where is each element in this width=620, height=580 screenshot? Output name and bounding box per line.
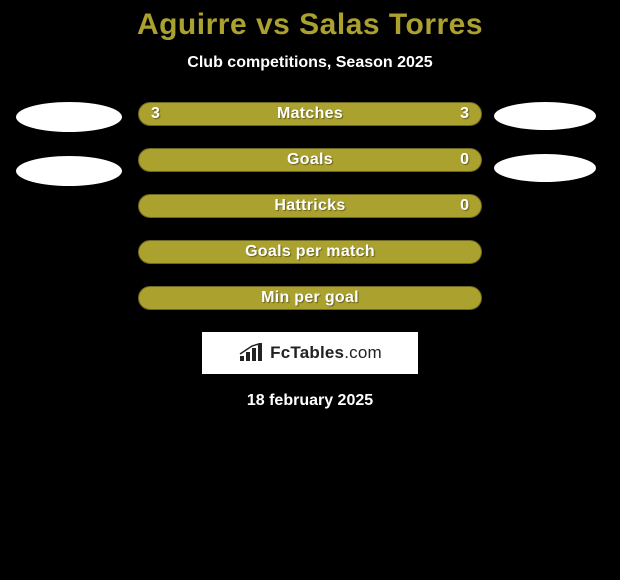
stat-bars: 3 Matches 3 Goals 0 Hattricks 0 Goals pe… [138,102,482,310]
bar-chart-icon [238,343,264,363]
stat-right-value: 3 [460,105,469,123]
player-placeholder [16,102,122,132]
stat-bar-goals-per-match: Goals per match [138,240,482,264]
page-title: Aguirre vs Salas Torres [0,8,620,42]
attribution-badge[interactable]: FcTables.com [202,332,418,374]
stat-bar-goals: Goals 0 [138,148,482,172]
player-right-column [494,102,604,182]
comparison-area: 3 Matches 3 Goals 0 Hattricks 0 Goals pe… [0,102,620,310]
date-line: 18 february 2025 [0,392,620,410]
stat-label: Hattricks [274,197,345,215]
player-placeholder [494,102,596,130]
attribution-area: FcTables.com [0,332,620,374]
stats-comparison-widget: Aguirre vs Salas Torres Club competition… [0,0,620,580]
player-left-column [16,102,126,186]
stat-label: Min per goal [261,289,359,307]
stat-left-value: 3 [151,105,160,123]
page-subtitle: Club competitions, Season 2025 [0,54,620,72]
player-placeholder [494,154,596,182]
stat-right-value: 0 [460,197,469,215]
stat-label: Goals [287,151,333,169]
stat-bar-min-per-goal: Min per goal [138,286,482,310]
stat-right-value: 0 [460,151,469,169]
attribution-name: FcTables [270,343,344,362]
stat-bar-hattricks: Hattricks 0 [138,194,482,218]
attribution-suffix: .com [344,343,382,362]
stat-label: Goals per match [245,243,375,261]
stat-label: Matches [277,105,343,123]
stat-bar-matches: 3 Matches 3 [138,102,482,126]
player-placeholder [16,156,122,186]
attribution-text: FcTables.com [270,343,382,363]
